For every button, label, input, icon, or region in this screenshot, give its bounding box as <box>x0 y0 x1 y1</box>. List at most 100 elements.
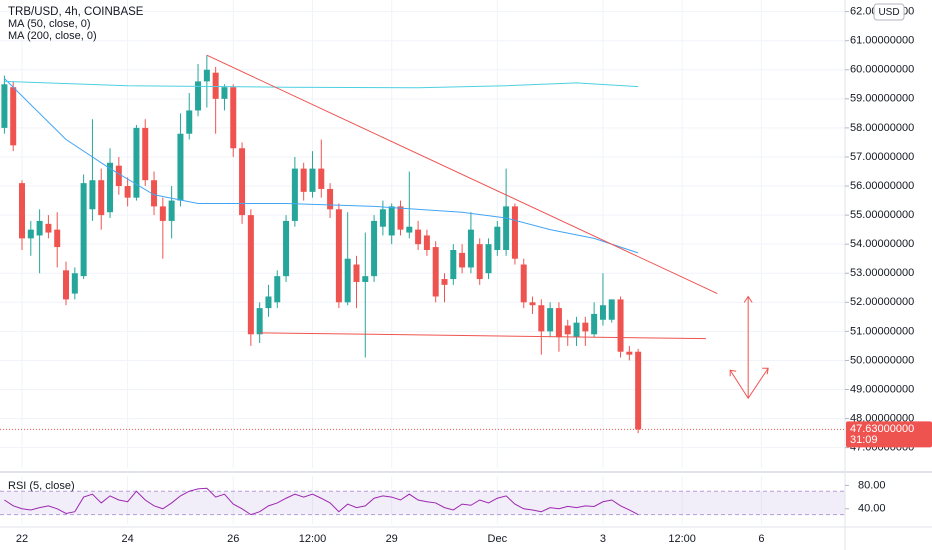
candle-body <box>441 279 448 285</box>
rsi-line <box>4 487 639 516</box>
x-tick-label: 12:00 <box>668 533 696 545</box>
candle-body <box>27 229 34 239</box>
rsi-band <box>0 491 845 515</box>
candle-body <box>256 308 263 335</box>
candle-body <box>265 296 272 309</box>
candle-body <box>45 223 52 233</box>
x-tick-label: 12:00 <box>299 533 327 545</box>
axis: 22 24 26 12:00 29 Dec 3 12:00 647.0000000048.000… <box>16 3 932 545</box>
y-tick-label: 50.00000000 <box>850 354 914 366</box>
candle-body <box>133 127 140 198</box>
candle-body <box>168 200 175 221</box>
moving-average <box>4 80 639 89</box>
candle-body <box>115 165 122 187</box>
y-tick-label: 61.00000000 <box>850 35 914 47</box>
y-tick-label: 56.00000000 <box>850 180 914 192</box>
x-tick-label: 22 <box>16 533 28 545</box>
candle-body <box>362 276 369 282</box>
last-price-label: 47.63000000 <box>850 423 914 435</box>
last-price-box <box>846 421 932 448</box>
candle-body <box>63 270 70 300</box>
x-tick-label: 26 <box>227 533 239 545</box>
y-tick-label: 58.00000000 <box>850 122 914 134</box>
candle-body <box>538 305 545 332</box>
candle-body <box>151 180 158 207</box>
candle-body <box>388 206 395 236</box>
candle-body <box>19 183 26 239</box>
candle-body <box>344 258 351 303</box>
candle-body <box>450 249 457 280</box>
y-tick-label: 52.00000000 <box>850 296 914 308</box>
y-tick-label: 40.00 <box>858 503 886 515</box>
arrow-tip <box>762 367 769 375</box>
currency-badge <box>873 3 905 21</box>
y-tick-label: 57.00000000 <box>850 151 914 163</box>
candle-body <box>36 220 43 236</box>
candle-body <box>107 162 114 213</box>
legend-entry: MA (200, close, 0) <box>8 30 97 42</box>
x-tick-label: 6 <box>758 533 764 545</box>
y-tick-label: 54.00000000 <box>850 238 914 250</box>
candle-body <box>300 168 307 192</box>
candle-body <box>353 264 360 282</box>
candle-body <box>80 183 87 277</box>
candle-body <box>608 299 615 320</box>
y-tick-label: 55.00000000 <box>850 209 914 221</box>
candle-body <box>467 229 474 268</box>
candle-body <box>291 168 298 221</box>
candle-body <box>203 69 210 82</box>
candle-body <box>520 264 527 303</box>
candle-body <box>89 180 96 210</box>
candle-body <box>529 302 536 306</box>
candle-body <box>98 180 105 216</box>
candle-body <box>124 186 131 198</box>
candle-body <box>195 81 202 111</box>
candle-body <box>591 313 598 335</box>
candle-body <box>406 226 413 233</box>
candle-body <box>186 110 193 134</box>
candle-body <box>71 273 78 294</box>
arrow-tip <box>729 369 737 377</box>
candle-body <box>485 244 492 274</box>
candle-body <box>1 84 8 128</box>
candle-body <box>626 351 633 355</box>
candle-body <box>547 308 554 332</box>
y-tick-label: 51.00000000 <box>850 325 914 337</box>
candle-body <box>511 206 518 259</box>
candle-body <box>10 87 17 146</box>
candle-body <box>635 351 642 430</box>
candle-body <box>564 325 571 335</box>
candle-body <box>335 209 342 303</box>
candle-body <box>379 209 386 227</box>
candle-body <box>371 220 378 277</box>
marks <box>0 54 845 516</box>
rsi-title: RSI (5, close) <box>8 480 75 492</box>
trend-line <box>206 54 718 295</box>
candle-body <box>503 206 510 250</box>
currency: USD <box>878 7 899 18</box>
legend-entry: MA (50, close, 0) <box>8 18 91 30</box>
candle-body <box>177 133 184 201</box>
candle-body <box>318 168 325 189</box>
moving-average <box>4 78 639 254</box>
trend-line <box>259 332 706 340</box>
arrow-head <box>729 367 769 400</box>
candle-body <box>239 148 246 216</box>
x-tick-label: 3 <box>600 533 606 545</box>
candle-body <box>555 308 562 338</box>
y-tick-label: 53.00000000 <box>850 267 914 279</box>
candle-body <box>283 220 290 277</box>
candle-body <box>459 252 466 268</box>
candle-body <box>494 226 501 250</box>
y-tick-label: 59.00000000 <box>850 93 914 105</box>
candle-body <box>327 188 334 210</box>
x-tick-label: 24 <box>122 533 134 545</box>
candle-body <box>159 206 166 221</box>
candle-body <box>599 305 606 320</box>
candle-body <box>230 87 237 149</box>
candle-body <box>415 229 422 245</box>
arrow-head <box>743 295 753 303</box>
candle-body <box>397 206 404 230</box>
